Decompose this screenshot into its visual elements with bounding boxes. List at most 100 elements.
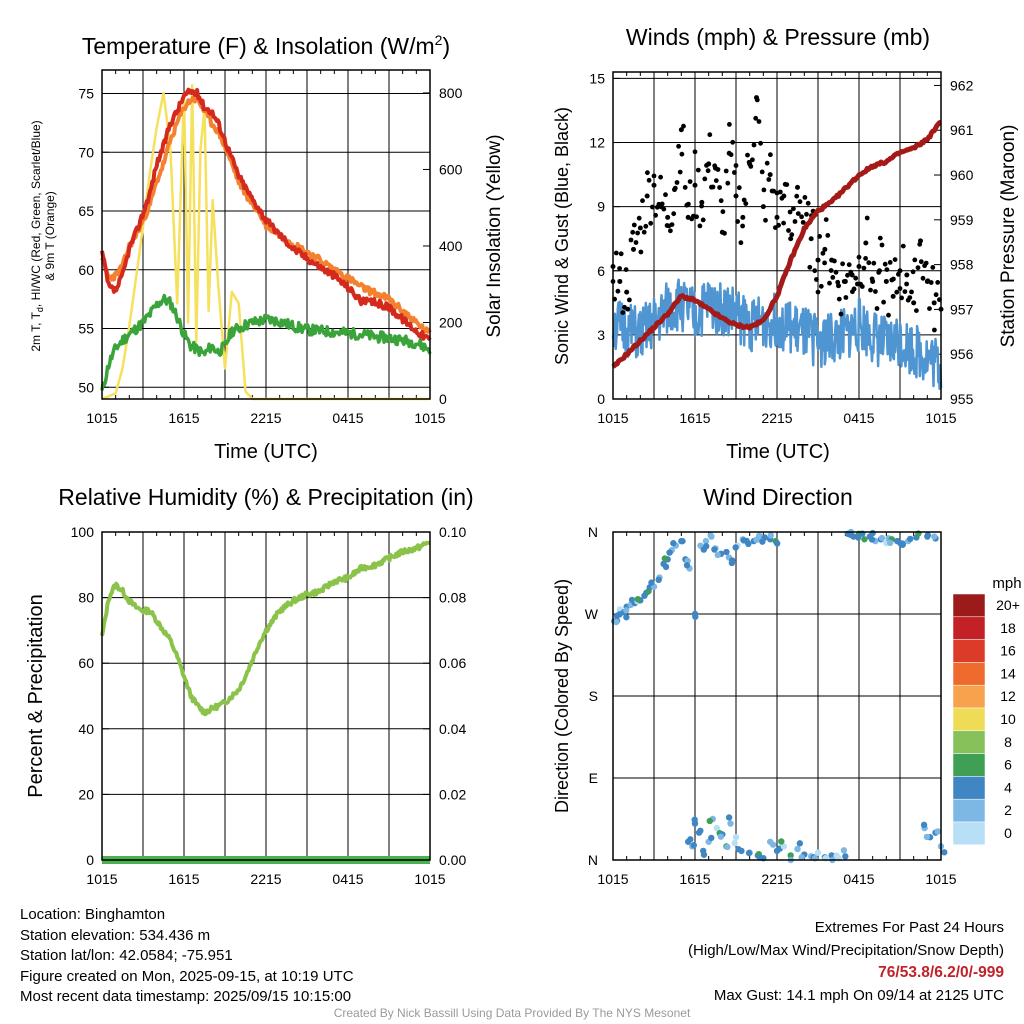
gust-point [617, 266, 622, 271]
gust-point [641, 229, 647, 235]
direction-point [692, 613, 699, 620]
gust-point [795, 184, 800, 190]
gust-point [764, 160, 770, 166]
gust-point [615, 288, 621, 294]
direction-point [756, 854, 764, 861]
gust-point [713, 178, 719, 184]
gust-point [794, 193, 800, 199]
gust-point [927, 306, 932, 311]
direction-point [847, 531, 854, 538]
legend-swatch [952, 707, 986, 732]
gust-point [795, 211, 801, 217]
gust-point [912, 257, 918, 263]
direction-point [731, 839, 738, 847]
gust-point [879, 242, 885, 248]
direction-point [732, 544, 739, 551]
gust-point [823, 217, 829, 223]
direction-point [725, 814, 733, 821]
y-right-tick-label: 956 [950, 346, 974, 362]
x-tick-label: 2215 [250, 410, 281, 426]
gust-point [746, 159, 752, 165]
gust-point [663, 192, 668, 198]
gust-point [863, 256, 868, 261]
direction-point [697, 827, 704, 834]
gust-point [917, 241, 923, 247]
gust-point [678, 127, 684, 133]
gust-point [864, 215, 870, 221]
x-tick-label: 1015 [414, 410, 445, 426]
gust-point [886, 312, 891, 318]
gust-point [822, 260, 827, 266]
gust-point [777, 189, 783, 195]
direction-point [840, 847, 848, 854]
legend-title: mph [992, 575, 1021, 592]
gust-point [644, 193, 650, 199]
humidity-panel: 1015 1615 2215 0415 1015 0 20 40 60 80 100 0.00 0.02… [71, 524, 467, 887]
x-tick-label: 0415 [332, 871, 363, 887]
gust-point [815, 257, 821, 263]
gust-point [915, 265, 921, 271]
y-right-tick-label: 0.00 [439, 852, 466, 868]
gust-point [751, 142, 757, 148]
plot-frame [612, 71, 942, 400]
gust-point [820, 250, 826, 256]
gust-point [789, 232, 795, 238]
gust-point [818, 283, 824, 289]
y-left-tick-label: 75 [78, 86, 94, 102]
gust-point [697, 223, 703, 229]
gust-point [665, 214, 671, 220]
humidity-panel-title: Relative Humidity (%) & Precipitation (i… [58, 484, 473, 510]
x-tick-label: 1015 [414, 871, 445, 887]
direction-point [869, 529, 876, 537]
gust-point [702, 176, 708, 182]
gust-point [928, 280, 934, 285]
gust-point [640, 198, 645, 204]
humidity-left-axis-label: Percent & Precipitation [25, 594, 47, 797]
legend-label: 8 [1004, 734, 1012, 750]
direction-point [924, 532, 932, 539]
gust-point [723, 168, 729, 174]
gust-point [876, 270, 882, 275]
y-left-tick-label: 65 [78, 203, 94, 219]
direction-point [679, 537, 686, 545]
gust-point [897, 286, 903, 291]
gust-point [817, 234, 822, 239]
gust-point [767, 172, 773, 178]
max-gust-text: Max Gust: 14.1 mph On 09/14 at 2125 UTC [713, 986, 1004, 1004]
direction-point [745, 849, 753, 857]
y-left-tick-label: 40 [78, 721, 94, 737]
x-tick-label: 1015 [597, 871, 628, 887]
gust-point [763, 217, 768, 223]
legend-swatch [952, 593, 986, 618]
direction-tick-label: E [589, 770, 598, 786]
direction-point [787, 852, 794, 859]
gust-point [910, 269, 916, 275]
gust-point [871, 260, 877, 266]
x-tick-label: 1015 [86, 871, 117, 887]
y-left-tick-label: 70 [78, 144, 94, 160]
y-left-tick-label: 20 [78, 786, 94, 802]
gust-point [699, 203, 704, 209]
legend-swatch [952, 662, 986, 686]
gust-point [812, 268, 818, 274]
gust-point [815, 289, 821, 295]
direction-point [759, 538, 766, 545]
gust-point [710, 184, 716, 190]
direction-point [703, 543, 710, 550]
x-tick-label: 0415 [843, 871, 874, 887]
direction-point [743, 537, 750, 545]
gust-point [692, 182, 698, 188]
created-text: Figure created on Mon, 2025-09-15, at 10… [20, 967, 354, 985]
temperature-right-axis-label: Solar Insolation (Yellow) [484, 134, 505, 337]
gust-point [840, 261, 845, 267]
direction-left-axis-label: Direction (Colored By Speed) [552, 579, 572, 813]
solar-insolation-line [101, 84, 430, 401]
direction-point [666, 549, 673, 556]
gust-point [694, 214, 699, 220]
gust-point [759, 169, 765, 175]
winds-panel: 1015 1615 2215 0415 1015 0 3 6 9 12 15 955 956 957 958… [589, 70, 973, 426]
x-tick-label: 1615 [168, 410, 199, 426]
direction-point [613, 618, 620, 626]
gust-point [846, 262, 852, 268]
direction-point [706, 817, 713, 825]
